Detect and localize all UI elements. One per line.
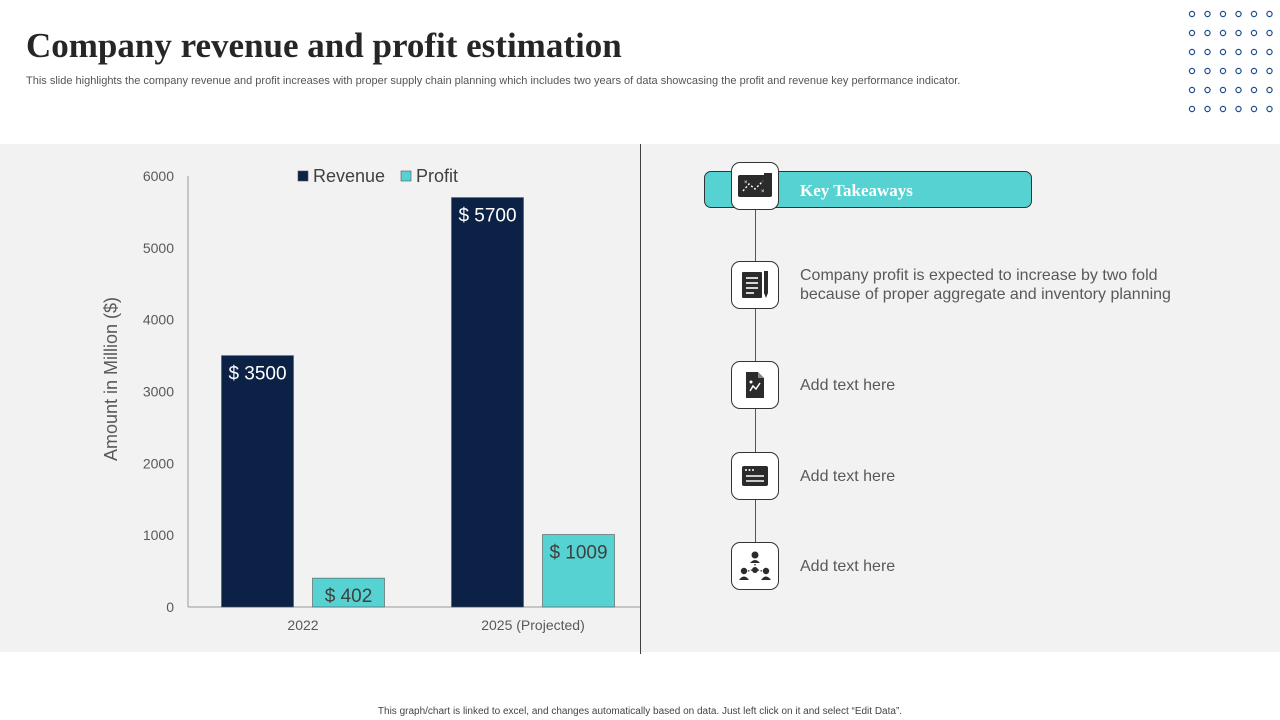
footer-note: This graph/chart is linked to excel, and… xyxy=(377,706,903,717)
decor-dot xyxy=(1204,29,1211,37)
page-subtitle: This slide highlights the company revenu… xyxy=(26,75,961,87)
bar-profit-1 xyxy=(542,534,615,608)
decor-dot xyxy=(1235,10,1242,18)
takeaway-icon-box-4 xyxy=(731,542,779,590)
key-takeaways-title: Key Takeaways xyxy=(800,181,913,200)
y-tick-label: 2000 xyxy=(143,455,174,471)
decor-dot xyxy=(1188,86,1196,94)
y-tick-label: 0 xyxy=(166,599,174,615)
decor-dot xyxy=(1250,67,1258,75)
decor-dot xyxy=(1219,10,1227,18)
decor-dot xyxy=(1250,29,1258,37)
legend-label-revenue: Revenue xyxy=(313,166,385,186)
decor-dot xyxy=(1250,48,1258,56)
decor-dot xyxy=(1219,29,1227,37)
decor-dot xyxy=(1188,10,1196,18)
window-list-icon xyxy=(742,466,768,486)
decor-dot xyxy=(1204,48,1211,56)
decor-dot xyxy=(1204,10,1211,18)
decor-dot xyxy=(1219,105,1227,113)
decor-dot xyxy=(1235,29,1242,37)
decor-dot xyxy=(1219,86,1227,94)
bar-profit-0 xyxy=(312,577,385,608)
decor-dot xyxy=(1235,48,1242,56)
decor-dot xyxy=(1266,67,1273,75)
data-label: $ 402 xyxy=(325,586,373,607)
decor-dot xyxy=(1250,86,1258,94)
panel-divider xyxy=(640,144,641,654)
decor-dot xyxy=(1266,29,1273,37)
x-tick-label: 2022 xyxy=(287,617,318,633)
decor-dot xyxy=(1204,67,1211,75)
decor-dot xyxy=(1250,10,1258,18)
svg-text:×: × xyxy=(744,180,748,186)
file-chart-icon xyxy=(746,372,764,398)
decor-dot xyxy=(1266,48,1273,56)
y-tick-label: 4000 xyxy=(143,312,174,328)
x-tick-label: 2025 (Projected) xyxy=(481,617,585,633)
y-axis-label: Amount in Million ($) xyxy=(101,297,121,461)
takeaway-text-2: Add text here xyxy=(800,377,896,394)
decor-dot xyxy=(1266,10,1273,18)
team-network-icon xyxy=(739,551,771,580)
decor-dot xyxy=(1235,105,1242,113)
key-takeaways-icon-box: × × xyxy=(731,162,779,210)
bar-chart[interactable]: 0 1000 2000 3000 4000 5000 6000 Amount in Milli… xyxy=(0,144,640,652)
y-tick-label: 3000 xyxy=(143,384,174,400)
y-tick-label: 6000 xyxy=(143,168,174,184)
decor-dot xyxy=(1219,48,1227,56)
legend-label-profit: Profit xyxy=(416,166,458,186)
decor-dot xyxy=(1204,86,1211,94)
bar-revenue-0 xyxy=(221,355,294,608)
decor-dot xyxy=(1266,105,1273,113)
document-pencil-icon xyxy=(742,271,768,298)
decor-dot xyxy=(1188,48,1196,56)
legend-swatch-profit xyxy=(400,170,412,182)
svg-text:×: × xyxy=(761,189,765,195)
data-label: $ 3500 xyxy=(228,364,286,385)
takeaway-icon-box-1 xyxy=(731,261,779,309)
data-label: $ 1009 xyxy=(549,543,607,564)
decor-dot xyxy=(1219,67,1227,75)
decor-dot xyxy=(1188,29,1196,37)
decor-dot xyxy=(1204,105,1211,113)
decor-dot xyxy=(1188,67,1196,75)
takeaway-icon-box-3 xyxy=(731,452,779,500)
decor-dot xyxy=(1235,67,1242,75)
decor-dot xyxy=(1188,105,1196,113)
takeaway-text-1: Company profit is expected to increase b… xyxy=(800,267,1171,303)
decor-dot xyxy=(1235,86,1242,94)
decor-dot xyxy=(1250,105,1258,113)
takeaway-text-4: Add text here xyxy=(800,558,896,575)
legend-swatch-revenue xyxy=(297,170,309,182)
decorative-dot-grid xyxy=(1188,10,1273,113)
y-tick-label: 5000 xyxy=(143,240,174,256)
map-route-icon: × × xyxy=(738,173,772,197)
data-label: $ 5700 xyxy=(458,206,516,227)
bar-revenue-1 xyxy=(451,197,524,608)
takeaway-icon-box-2 xyxy=(731,361,779,409)
page-title: Company revenue and profit estimation xyxy=(26,26,622,65)
takeaway-text-3: Add text here xyxy=(800,468,896,485)
decor-dot xyxy=(1266,86,1273,94)
y-tick-label: 1000 xyxy=(143,527,174,543)
